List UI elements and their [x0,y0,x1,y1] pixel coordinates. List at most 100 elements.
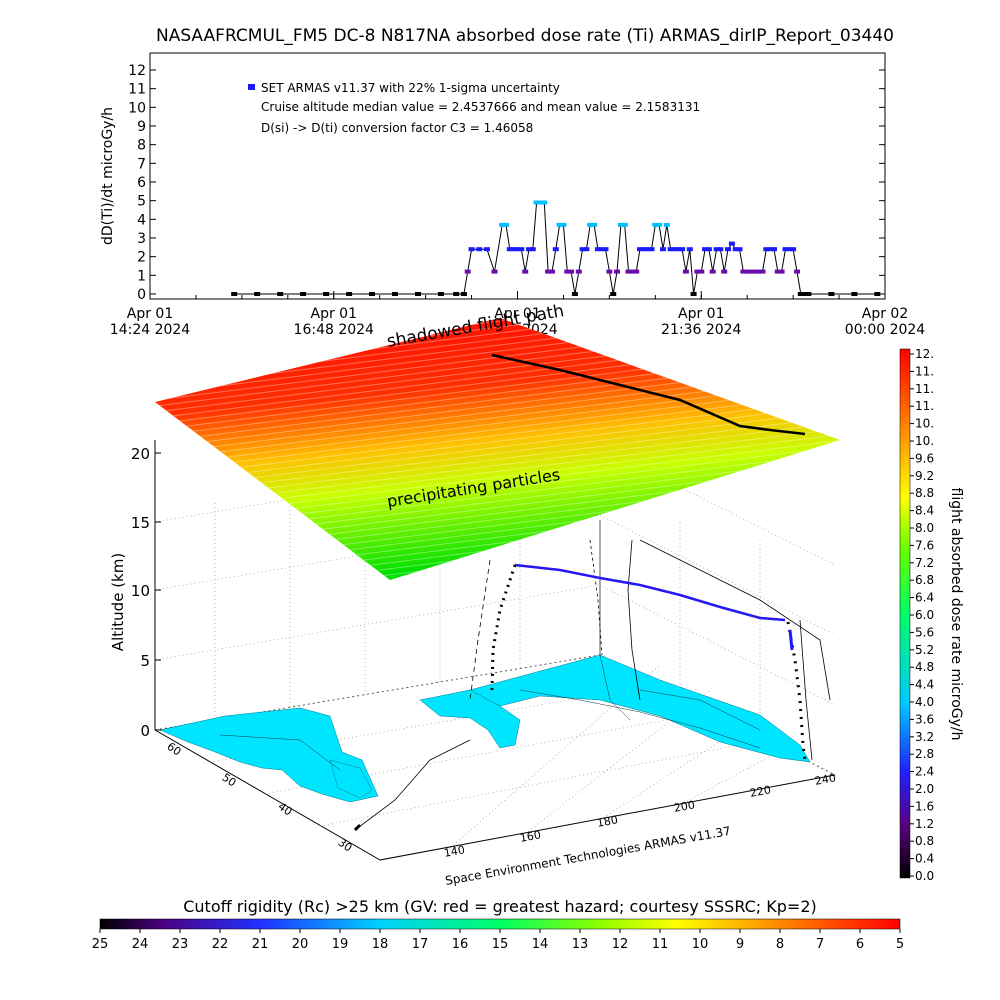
lon-tick-label: 240 [814,771,837,787]
slab-hatch-line [155,575,840,580]
lon-tick-label: 140 [443,843,466,859]
dose-colorbar-ticks: 0.0 0.4 0.8 1.2 1.6 2.0 2.4 2.8 3.2 3.6 4.0 4.4 4.8 5… [910,347,934,883]
x-tick-label-date: Apr 01 [678,306,724,322]
data-point [763,247,770,252]
rigidity-colorbar-ramp [99,918,901,930]
data-point [579,247,586,252]
altitude-axis: 0 5 10 15 20 [131,445,161,740]
data-point [725,247,731,252]
slab-hatch-line [140,144,860,234]
colorbar-tick-label: 11 [652,937,669,952]
data-point [740,269,747,274]
data-point [560,222,567,227]
y-tick-label: 11 [128,82,146,98]
colorbar-tick-label: 6.8 [915,573,934,587]
legend-marker [248,84,255,90]
data-point [778,269,785,274]
data-point [323,292,330,296]
colorbar-tick-label: 5.2 [915,643,934,657]
data-point [702,247,709,252]
data-point [748,269,754,274]
data-point [575,269,582,274]
lat-tick-label: 30 [336,836,355,855]
y-tick-label: 7 [137,156,146,172]
data-point [437,292,444,296]
data-point [694,269,701,274]
colorbar-tick-label: 0.0 [915,869,934,883]
slab-hatch-line [140,132,860,222]
data-point [277,292,284,296]
data-point [717,247,724,252]
colorbar-tick-label: 2.4 [915,765,934,779]
data-point [533,200,540,205]
slab-hatch-line [155,389,840,481]
data-point [721,269,728,274]
colorbar-tick-label: 10. [915,434,934,448]
precipitating-particles-slab [140,126,860,580]
data-point [637,247,643,252]
colorbar-tick-label: 16 [452,937,469,952]
data-point [522,269,529,274]
data-point [709,269,716,274]
lon-tick-label: 220 [749,783,772,799]
data-point [254,292,261,296]
colorbar-tick-label: 14 [532,937,549,952]
data-point [755,269,762,274]
y-tick-label: 12 [128,63,146,79]
y-tick-label: 1 [137,268,146,284]
data-point [571,292,578,296]
lat-tick-label: 60 [165,740,184,759]
data-point [679,247,686,252]
data-point [782,247,789,252]
data-point [526,247,532,252]
colorbar-tick-label: 2.0 [915,782,934,796]
data-point [369,292,375,296]
data-point [606,269,613,274]
x-tick-label-date: Apr 01 [494,306,540,322]
data-point [633,269,640,274]
data-point [713,247,720,252]
data-point [483,247,490,252]
slab-hatch-line [155,563,840,580]
slab-hatch-line [140,138,860,228]
colorbar-tick-label: 11. [915,364,934,378]
data-point [698,269,705,274]
data-point [300,292,307,296]
data-point [587,222,594,227]
x-tick-label-time: 14:24 2024 [110,322,191,338]
data-point [801,292,808,296]
data-point [751,269,758,274]
data-point [583,247,590,252]
data-point [648,247,655,252]
data-point [529,247,536,252]
y-tick-label: 2 [137,250,146,266]
colorbar-tick-label: 8.4 [915,504,934,518]
colorbar-tick-label: 12 [612,937,629,952]
y-tick-label: 4 [137,212,146,228]
colorbar-tick-label: 5.6 [915,625,934,639]
data-point [614,269,620,274]
data-point [663,222,670,227]
data-point [491,269,498,274]
data-point [728,241,735,246]
data-point [771,247,777,252]
rigidity-colorbar: Cutoff rigidity (Rc) >25 km (GV: red = g… [92,897,904,952]
y-tick-label: 8 [137,138,146,154]
data-point [675,247,682,252]
land-west [159,707,379,803]
y-tick-label: 10 [128,100,146,116]
trajectory-3d-panel: shadowed flight path precipitating parti… [109,126,860,888]
z-tick-label: 0 [140,722,150,740]
x-tick-label-time: 21:36 2024 [661,322,742,338]
colorbar-tick-label: 11. [915,399,934,413]
land-alaska [469,654,811,763]
data-point [660,247,666,252]
dose-colorbar-ramp [899,348,911,879]
land-kamchatka [329,759,373,799]
data-point [518,247,525,252]
data-point [476,247,483,252]
slab-hatch-line [140,126,860,216]
slab-hatch-line [140,198,860,288]
